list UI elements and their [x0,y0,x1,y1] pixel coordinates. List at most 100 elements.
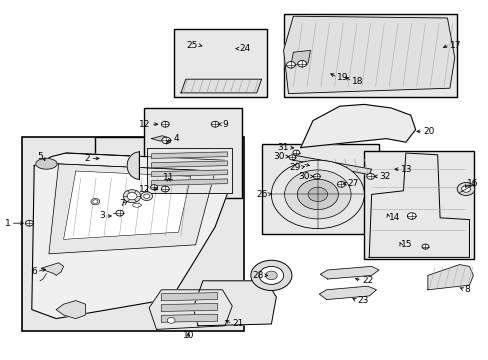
Bar [22,137,244,331]
Text: 12: 12 [139,184,150,194]
Polygon shape [63,171,190,239]
Text: 14: 14 [388,213,399,222]
Circle shape [259,266,283,284]
Circle shape [265,271,277,280]
Polygon shape [300,104,415,148]
Circle shape [366,174,374,179]
Text: 32: 32 [378,172,389,181]
Bar [95,137,203,230]
Circle shape [25,220,33,226]
Polygon shape [151,170,227,176]
Circle shape [123,190,141,203]
Circle shape [288,155,295,160]
Circle shape [161,186,169,192]
Text: 3: 3 [99,211,105,220]
Polygon shape [283,16,454,94]
Circle shape [141,192,152,201]
Circle shape [150,185,157,190]
Polygon shape [290,50,310,65]
Text: 12: 12 [139,120,150,129]
Polygon shape [319,286,376,300]
Text: 13: 13 [400,165,412,174]
Text: 29: 29 [289,163,300,172]
Text: 30: 30 [297,172,309,181]
Circle shape [337,181,345,187]
Polygon shape [161,314,217,322]
Circle shape [297,60,306,67]
Text: 27: 27 [346,179,358,188]
Text: 23: 23 [356,296,367,305]
Circle shape [250,260,291,291]
Text: 31: 31 [276,143,288,152]
Polygon shape [161,303,217,311]
Circle shape [307,187,327,202]
Circle shape [284,170,350,219]
Text: 10: 10 [182,331,194,340]
Polygon shape [151,136,167,141]
Circle shape [127,193,137,200]
Polygon shape [193,281,276,326]
Text: 18: 18 [351,77,363,85]
Text: 8: 8 [464,285,469,294]
Text: 1: 1 [5,219,11,228]
Bar [283,14,456,97]
Circle shape [456,183,474,195]
Polygon shape [36,158,57,169]
Polygon shape [41,263,63,275]
Polygon shape [151,179,227,185]
Text: 17: 17 [449,40,461,49]
Polygon shape [161,293,217,301]
Text: 30: 30 [272,152,284,161]
Text: 16: 16 [466,179,478,188]
Polygon shape [427,265,472,290]
Circle shape [286,62,295,68]
Polygon shape [293,156,371,175]
Text: 4: 4 [173,134,179,143]
Circle shape [211,121,219,127]
Polygon shape [149,290,232,329]
Text: 25: 25 [186,40,198,49]
Text: 19: 19 [337,73,348,82]
Text: 9: 9 [222,120,228,129]
Polygon shape [368,153,468,257]
Circle shape [461,186,469,192]
Polygon shape [151,152,227,158]
Text: 7: 7 [119,199,124,208]
Text: 5: 5 [37,152,43,161]
Text: 26: 26 [256,190,267,199]
Bar [364,151,473,259]
Text: 22: 22 [361,276,372,285]
Circle shape [116,210,123,216]
Text: 15: 15 [400,240,412,249]
Polygon shape [49,164,215,254]
Bar [261,144,378,234]
Circle shape [297,179,338,210]
Polygon shape [146,148,232,193]
Polygon shape [56,301,85,319]
Polygon shape [127,152,139,179]
Circle shape [161,121,169,127]
Text: 24: 24 [239,44,250,53]
Text: 2: 2 [84,154,90,163]
Text: 28: 28 [252,271,264,280]
Circle shape [162,137,170,144]
Text: 21: 21 [232,320,243,328]
Bar [173,29,266,97]
Circle shape [271,160,364,229]
Polygon shape [32,153,229,319]
Circle shape [91,198,100,205]
Circle shape [292,150,299,155]
Polygon shape [181,79,261,93]
Circle shape [421,244,428,249]
Polygon shape [151,161,227,167]
Text: 11: 11 [163,173,174,182]
Text: 6: 6 [31,267,37,276]
Polygon shape [320,266,378,279]
Circle shape [407,213,415,219]
Circle shape [143,194,149,198]
Bar [144,108,242,198]
Text: 20: 20 [422,127,433,136]
Circle shape [93,200,98,203]
Circle shape [167,318,175,323]
Circle shape [313,174,320,179]
